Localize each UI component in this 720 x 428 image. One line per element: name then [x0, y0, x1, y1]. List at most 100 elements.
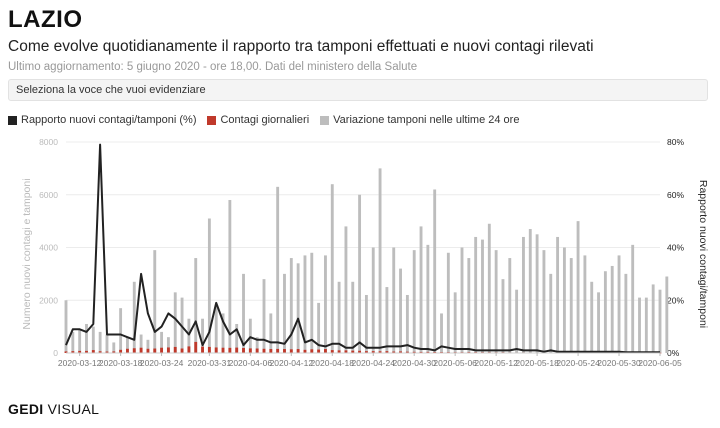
cases-bar	[207, 346, 211, 353]
cases-bar	[194, 341, 198, 353]
cases-bar	[132, 348, 136, 353]
y-right-tick-label: 40%	[667, 243, 684, 253]
tests-bar	[467, 258, 471, 353]
cases-bar	[310, 349, 314, 353]
tests-bar	[631, 244, 635, 353]
tests-bar	[562, 247, 566, 353]
x-tick-label: 2020-05-30	[597, 358, 641, 368]
legend-label-cases: Contagi giornalieri	[220, 114, 310, 126]
legend-item-cases[interactable]: Contagi giornalieri	[207, 114, 309, 126]
tests-bar	[460, 247, 464, 353]
tests-bar	[658, 289, 662, 353]
cases-bar	[139, 347, 143, 353]
tests-bar	[412, 250, 416, 353]
tests-bar	[597, 292, 600, 353]
cases-bar	[119, 349, 123, 353]
cases-bar	[324, 349, 327, 353]
cases-bar	[187, 346, 191, 353]
tests-bar	[617, 255, 621, 353]
tests-bar	[105, 334, 109, 353]
tests-bar	[78, 329, 82, 353]
tests-bar	[228, 200, 232, 353]
tests-bar	[358, 194, 362, 353]
tests-bar	[283, 273, 286, 353]
legend-item-tests[interactable]: Variazione tamponi nelle ultime 24 ore	[320, 114, 519, 126]
tests-bar	[624, 273, 628, 353]
tests-bar	[296, 263, 300, 353]
cases-bar	[180, 348, 184, 353]
x-tick-label: 2020-03-24	[140, 358, 184, 368]
page-subtitle: Come evolve quotidianamente il rapporto …	[8, 38, 594, 55]
cases-bar	[146, 348, 150, 353]
cases-bar	[85, 350, 88, 353]
tests-bar	[508, 258, 512, 353]
tests-bar	[515, 289, 519, 353]
tests-bar	[98, 331, 102, 353]
tests-bar	[344, 226, 348, 353]
y-axis-label-right: Rapporto nuovi contagi/tamponi	[697, 179, 709, 329]
cases-bar	[317, 349, 321, 353]
chart-canvas: 0 2000 4000 6000 8000 0% 20% 40% 60% 80% 2020-03-1…	[39, 137, 684, 368]
tests-bar	[378, 168, 382, 353]
ratio-line	[65, 143, 660, 354]
y-left-tick-label: 6000	[39, 190, 58, 200]
x-tick-label: 2020-03-31	[188, 358, 232, 368]
tests-bar	[399, 268, 402, 353]
tests-bar	[310, 252, 314, 353]
cases-bar	[214, 347, 218, 353]
cases-bar	[419, 351, 423, 353]
tests-bar	[139, 334, 143, 353]
cases-bar	[296, 349, 300, 353]
tests-bar	[426, 244, 430, 353]
tests-bar	[64, 300, 68, 353]
x-tick-label: 2020-05-24	[556, 358, 600, 368]
update-note: Ultimo aggiornamento: 5 giugno 2020 - or…	[8, 61, 418, 73]
tests-bar	[248, 318, 252, 353]
tests-bar	[569, 258, 573, 353]
cases-bar	[262, 348, 266, 353]
cases-bar	[221, 347, 225, 353]
x-tick-label: 2020-04-30	[392, 358, 436, 368]
cases-bar	[330, 350, 334, 353]
cases-bar	[426, 351, 430, 353]
tests-bar	[146, 339, 150, 353]
tests-bar	[112, 342, 116, 353]
tests-bar	[556, 236, 560, 353]
tests-bar	[289, 258, 293, 353]
legend-label-tests: Variazione tamponi nelle ultime 24 ore	[333, 114, 520, 126]
cases-bar	[98, 351, 102, 353]
tests-bar	[160, 331, 164, 353]
cases-bar	[126, 348, 129, 353]
tests-bar	[528, 229, 532, 353]
cases-bar	[269, 349, 273, 353]
tests-bar	[364, 294, 368, 353]
cases-bar	[399, 351, 402, 353]
cases-bar	[71, 351, 75, 353]
y-axis-label-left: Numero nuovi contagi e tamponi	[21, 178, 33, 330]
series-select-dropdown[interactable]: Seleziona la voce che vuoi evidenziare	[8, 79, 708, 101]
tests-bar	[665, 276, 669, 353]
tests-bar	[371, 247, 375, 353]
y-left-tick-label: 2000	[39, 295, 58, 305]
y-left-tick-label: 8000	[39, 137, 58, 147]
cases-bar	[358, 350, 362, 353]
tests-bar	[405, 294, 409, 353]
tests-bar	[221, 313, 225, 353]
tests-bar	[351, 281, 355, 353]
tests-bar	[214, 305, 218, 353]
tests-bar	[453, 292, 457, 353]
legend-swatch-tests	[320, 115, 330, 125]
legend-item-ratio[interactable]: Rapporto nuovi contagi/tamponi (%)	[8, 114, 196, 126]
y-right-tick-label: 80%	[667, 137, 684, 147]
cases-bar	[64, 351, 68, 353]
x-tick-label: 2020-03-12	[58, 358, 102, 368]
cases-bar	[228, 347, 232, 353]
tests-bar	[487, 223, 491, 353]
cases-bar	[303, 349, 307, 353]
cases-bar	[166, 347, 170, 353]
tests-bar	[324, 255, 327, 353]
tests-bar	[303, 255, 307, 353]
cases-bar	[351, 350, 355, 353]
cases-bar	[371, 351, 375, 353]
tests-bar	[385, 287, 389, 353]
